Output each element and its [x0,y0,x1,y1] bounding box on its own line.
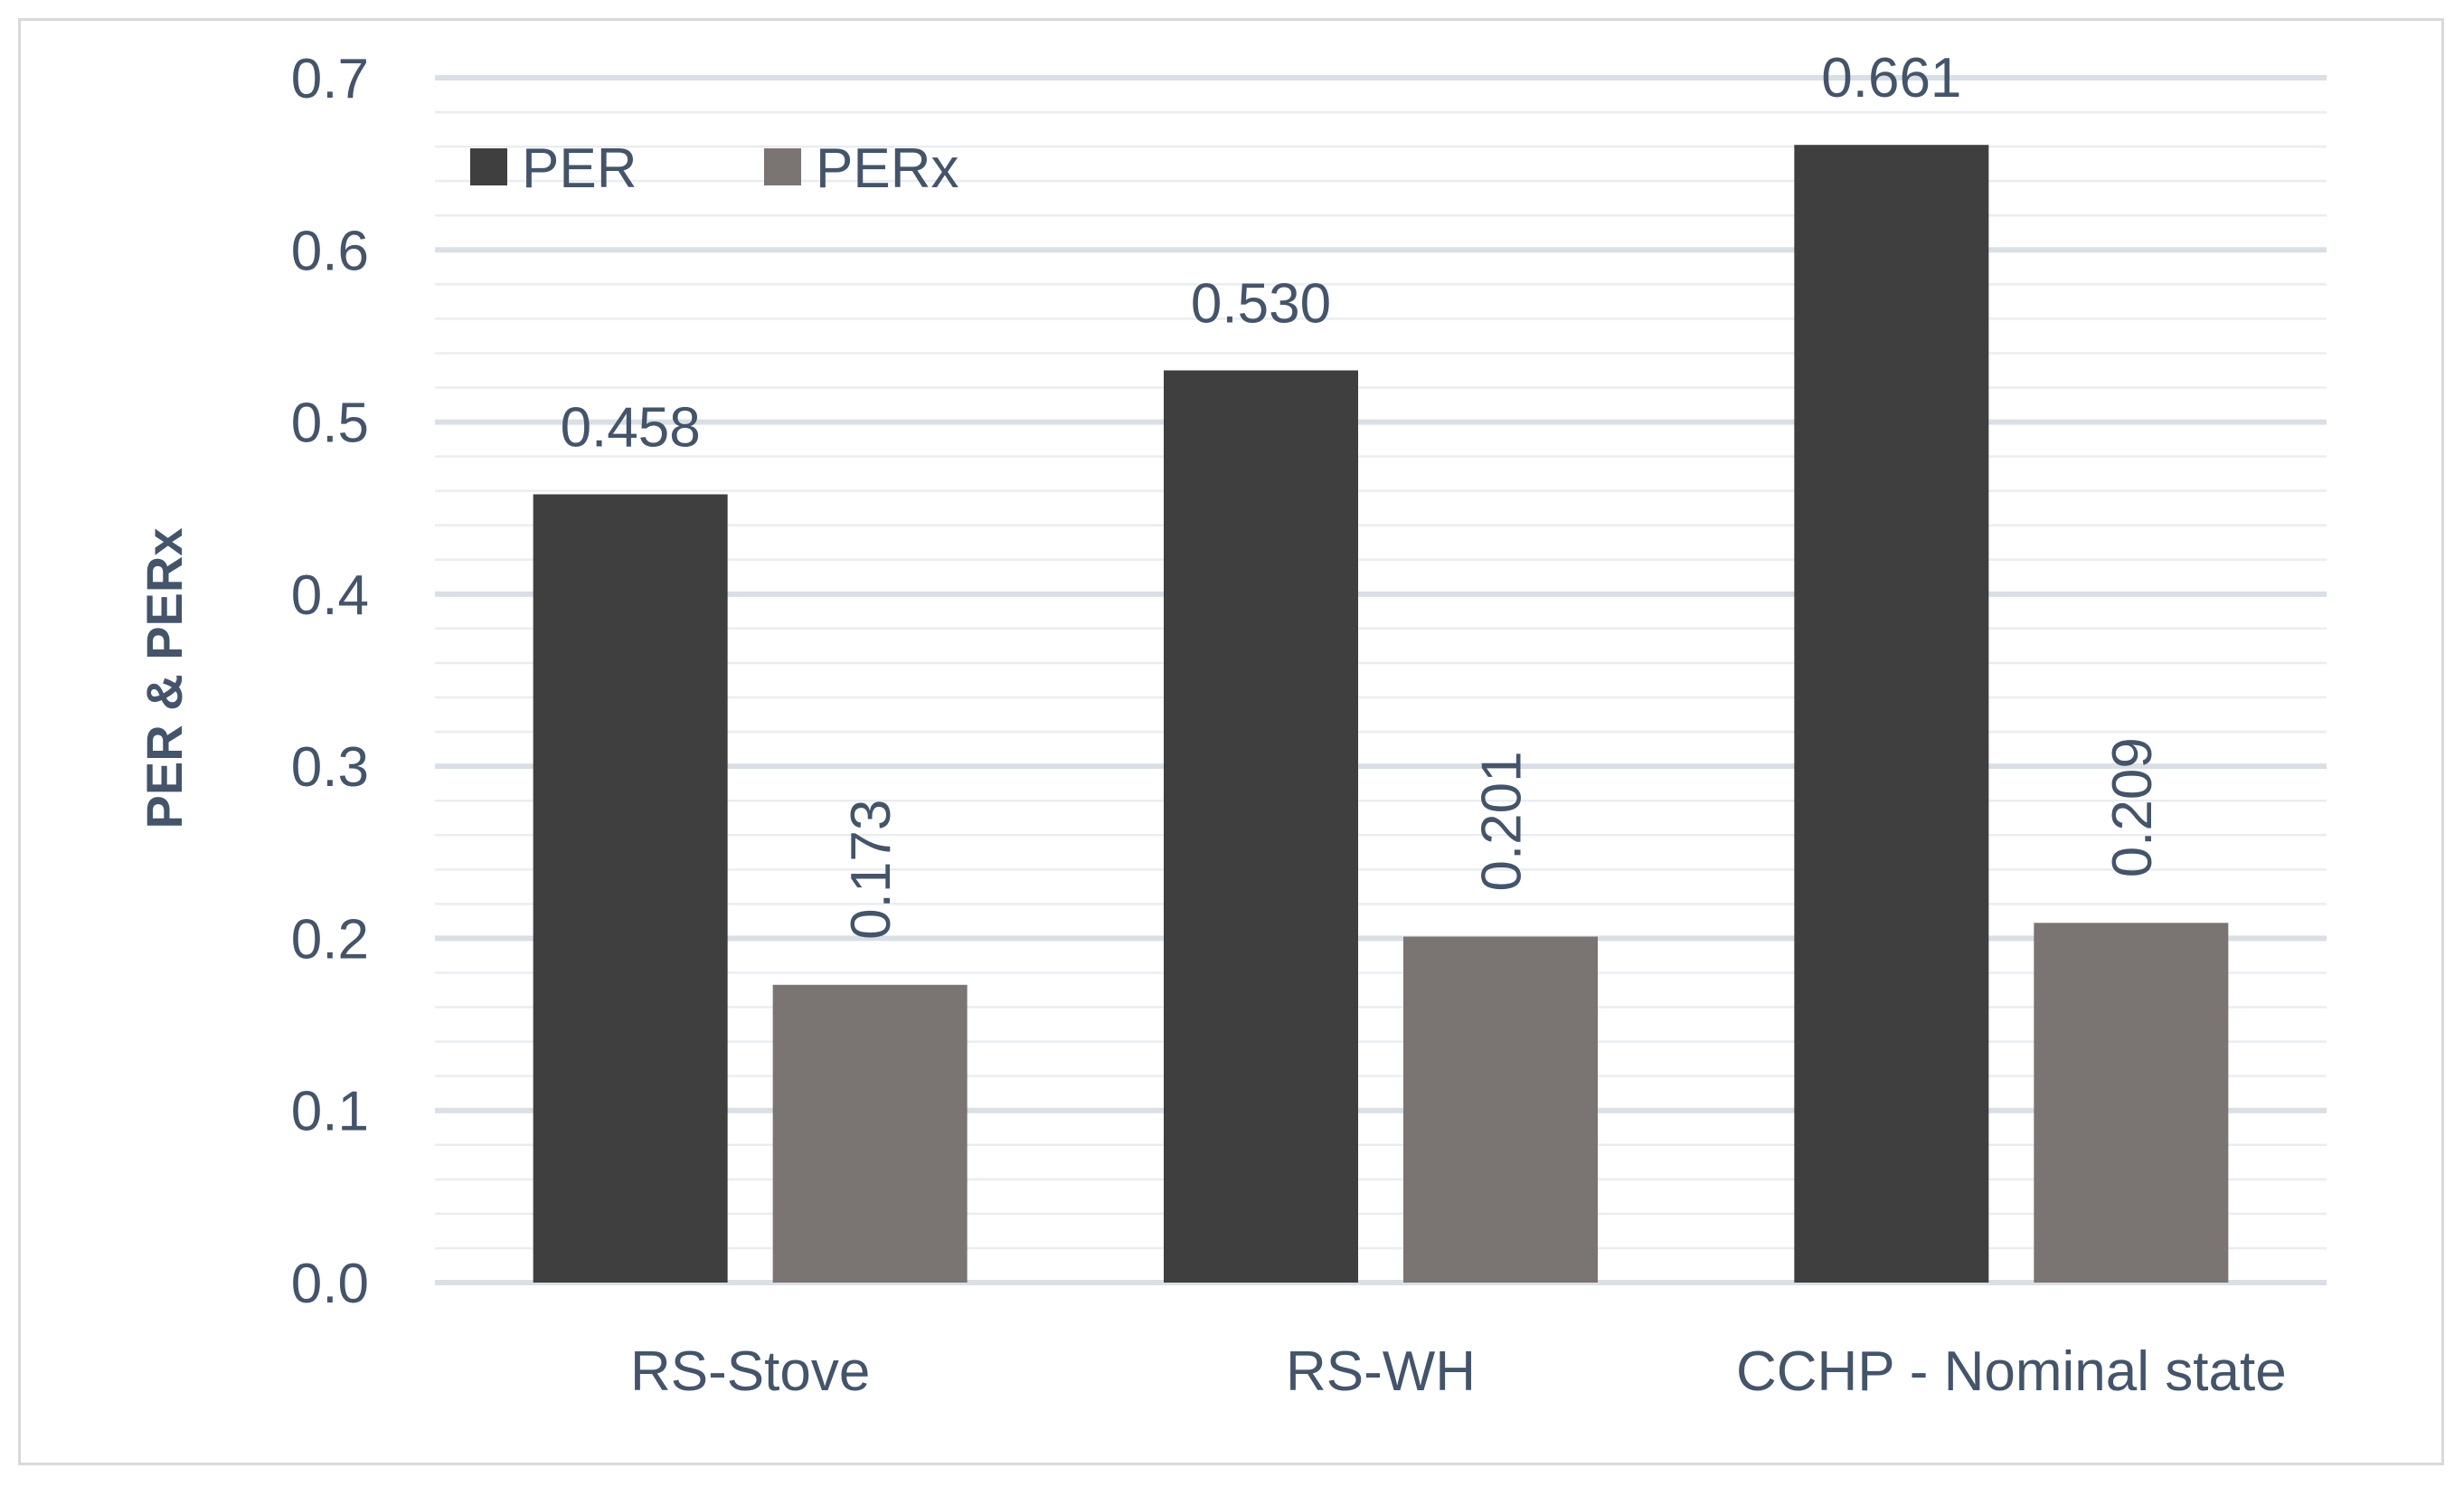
data-label-per: 0.458 [561,396,701,459]
x-category-label: RS-WH [1286,1340,1476,1403]
legend-label-perx: PERx [816,137,958,200]
labels: 0.0 0.1 0.2 0.3 0.4 0.5 0.6 0.7 0.458 0.173 RS-Sto… [291,47,2287,1403]
bar-per [1164,370,1358,1283]
bars [533,145,2229,1283]
legend: PER PERx [470,137,958,200]
x-category-label: RS-Stove [630,1340,870,1403]
bar-per [1794,145,1989,1283]
y-tick-label: 0.2 [291,908,369,971]
data-label-per: 0.530 [1191,272,1331,335]
data-label-per: 0.661 [1821,47,1961,109]
y-tick-label: 0.1 [291,1081,369,1143]
legend-swatch-perx [764,148,801,185]
bar-perx [2034,923,2229,1283]
x-category-label: CCHP - Nominal state [1736,1340,2287,1403]
data-label-perx: 0.209 [2101,737,2164,877]
y-tick-label: 0.5 [291,393,369,455]
bar-perx [772,984,968,1283]
bar-chart: 0.0 0.1 0.2 0.3 0.4 0.5 0.6 0.7 0.458 0.173 RS-Sto… [136,47,2327,1403]
chart-frame: 0.0 0.1 0.2 0.3 0.4 0.5 0.6 0.7 0.458 0.173 RS-Sto… [18,18,2444,1465]
gridlines [435,75,2327,1285]
legend-label-per: PER [522,137,637,200]
y-axis-title: PER & PERx [136,528,193,829]
y-tick-label: 0.6 [291,220,369,282]
y-tick-label: 0.0 [291,1253,369,1315]
legend-swatch-per [470,148,507,185]
y-tick-label: 0.4 [291,564,369,627]
bar-per [533,494,728,1283]
data-label-perx: 0.173 [840,800,902,940]
bar-perx [1403,936,1598,1283]
data-label-perx: 0.201 [1471,751,1534,891]
y-tick-label: 0.3 [291,736,369,799]
y-tick-label: 0.7 [291,48,369,110]
